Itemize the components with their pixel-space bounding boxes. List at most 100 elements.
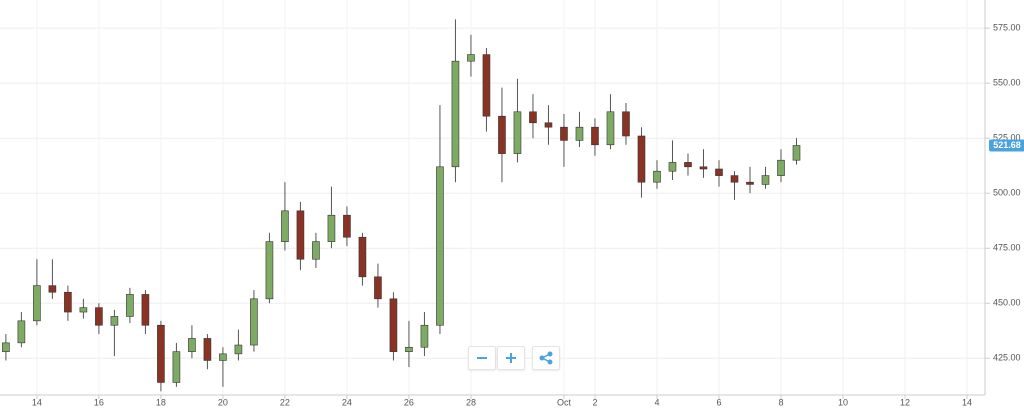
- candle-body: [668, 162, 677, 172]
- candle: [761, 166, 770, 189]
- candle-body: [2, 342, 10, 352]
- x-tick-label: 24: [342, 397, 352, 407]
- candle: [110, 309, 119, 357]
- candle: [792, 138, 801, 165]
- candle: [234, 329, 243, 361]
- candle-body: [792, 145, 801, 161]
- candle-body: [746, 181, 754, 185]
- candle-body: [17, 320, 26, 344]
- candle-body: [513, 111, 522, 154]
- x-tick-label: 6: [716, 397, 721, 407]
- candle: [730, 171, 739, 200]
- candle: [126, 287, 134, 324]
- candle: [622, 102, 630, 145]
- candle-body: [141, 294, 150, 326]
- x-tick-label: 28: [466, 397, 476, 407]
- x-tick-label: Oct: [557, 397, 572, 407]
- x-tick-label: 26: [404, 397, 414, 407]
- zoom-out-button[interactable]: [468, 346, 496, 370]
- last-price-box: [989, 139, 1024, 152]
- candle-body: [234, 344, 243, 355]
- candle: [684, 153, 692, 176]
- candle-body: [389, 298, 398, 352]
- candle: [777, 149, 785, 183]
- candle-body: [48, 285, 57, 293]
- candle: [544, 105, 553, 145]
- candle: [498, 87, 506, 183]
- candle-body: [172, 351, 181, 383]
- candle: [420, 312, 429, 357]
- candle: [203, 334, 212, 370]
- x-tick-label: 20: [218, 397, 228, 407]
- candle-body: [436, 166, 444, 326]
- x-tick-label: 8: [778, 397, 783, 407]
- candle-body: [730, 175, 739, 183]
- candle-body: [591, 126, 599, 146]
- candle-body: [343, 214, 351, 238]
- candle-body: [498, 115, 506, 154]
- candle-body: [188, 338, 196, 352]
- x-tick-label: 18: [156, 397, 166, 407]
- candle-body: [250, 298, 258, 346]
- candle-body: [312, 241, 320, 260]
- candle-body: [265, 241, 274, 300]
- zoom-in-button[interactable]: [497, 346, 525, 370]
- candle: [296, 202, 305, 271]
- candle: [699, 149, 708, 178]
- candle: [64, 285, 72, 321]
- candle-body: [467, 54, 475, 62]
- candle: [17, 312, 26, 348]
- x-tick-label: 2: [592, 397, 597, 407]
- candle: [374, 263, 382, 308]
- share-icon: [539, 351, 553, 365]
- candle: [188, 325, 196, 359]
- candle-body: [126, 294, 134, 317]
- candle-body: [219, 353, 227, 361]
- candle-body: [296, 210, 305, 260]
- x-tick-label: 14: [32, 397, 42, 407]
- candle-body: [529, 111, 537, 124]
- y-tick-label: 525.00: [993, 133, 1021, 143]
- candle: [95, 303, 103, 335]
- candle: [746, 166, 754, 194]
- candle: [715, 160, 723, 187]
- candle: [219, 347, 227, 387]
- candle: [172, 342, 181, 387]
- last-price-label: 521.68: [993, 140, 1021, 150]
- candle-body: [544, 122, 553, 128]
- candle-body: [64, 291, 72, 313]
- candle-body: [699, 166, 708, 170]
- x-tick-label: 16: [94, 397, 104, 407]
- candle: [591, 118, 599, 156]
- candle-body: [653, 170, 661, 183]
- candle: [327, 186, 336, 249]
- candle: [575, 111, 584, 147]
- candle: [157, 320, 165, 392]
- candle-body: [95, 307, 103, 326]
- candle-body: [715, 168, 723, 176]
- share-button[interactable]: [532, 346, 560, 370]
- candle-body: [157, 324, 165, 383]
- x-tick-label: 4: [654, 397, 659, 407]
- candle: [482, 47, 491, 132]
- candle-body: [482, 54, 491, 117]
- candle: [281, 182, 289, 251]
- candle: [653, 160, 661, 189]
- candle-body: [420, 324, 429, 348]
- candle: [668, 140, 677, 181]
- candle: [358, 232, 367, 286]
- y-tick-label: 500.00: [993, 188, 1021, 198]
- candle-body: [777, 159, 785, 176]
- candle: [637, 127, 646, 198]
- x-tick-label: 22: [280, 397, 290, 407]
- candle-body: [327, 214, 336, 242]
- plus-icon: [506, 353, 516, 363]
- candle: [606, 94, 615, 150]
- candle: [467, 34, 475, 77]
- y-tick-label: 475.00: [993, 243, 1021, 253]
- y-tick-label: 550.00: [993, 78, 1021, 88]
- candle: [343, 206, 351, 247]
- candle: [529, 94, 537, 139]
- candle: [451, 19, 460, 183]
- candle: [2, 334, 10, 361]
